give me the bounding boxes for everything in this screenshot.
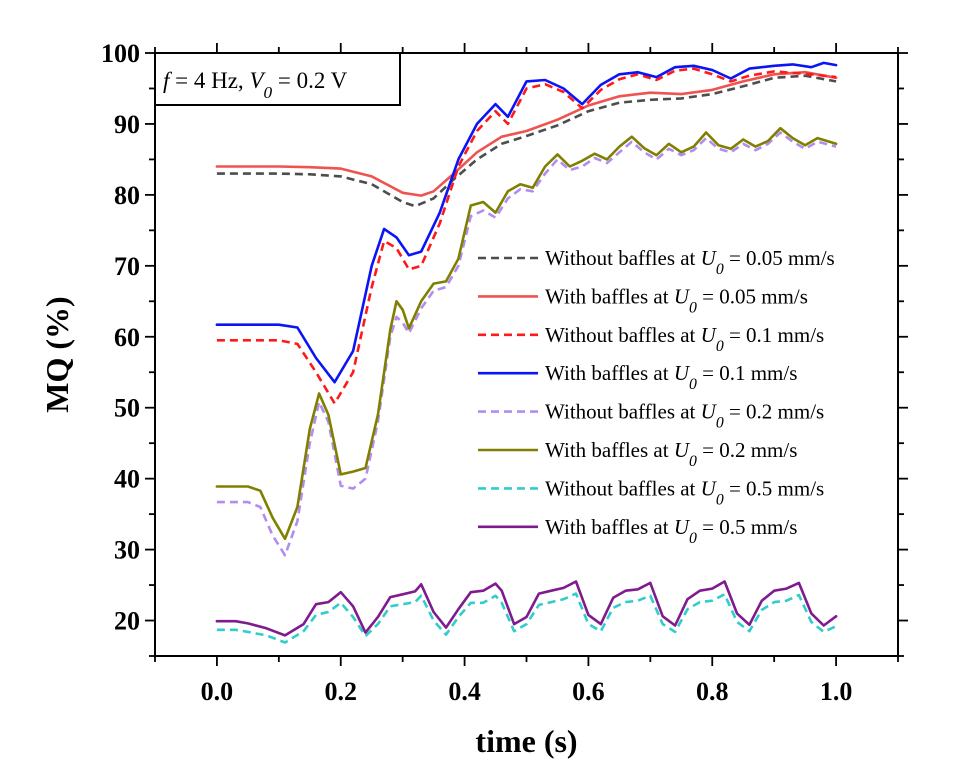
annotation-text-part: 0 — [264, 83, 273, 102]
legend-label-3-part: = 0.1 mm/s — [697, 361, 798, 385]
legend-label-7-part: With baffles at — [545, 515, 674, 539]
legend-label-7: With baffles at U0 = 0.5 mm/s — [545, 515, 797, 547]
legend-label-5-part: With baffles at — [545, 438, 674, 462]
y-tick-label: 100 — [101, 39, 140, 68]
legend-label-5-part: 0 — [689, 453, 697, 470]
legend-label-3-part: 0 — [689, 376, 697, 393]
legend-label-7-part: 0 — [689, 529, 697, 546]
legend-label-2-part: = 0.1 mm/s — [724, 323, 825, 347]
legend-label-3: With baffles at U0 = 0.1 mm/s — [545, 361, 797, 393]
series-line-7 — [215, 580, 838, 637]
legend-label-6-part: U — [701, 476, 718, 500]
legend-label-7-part: U — [674, 515, 691, 539]
series-line-4 — [216, 131, 837, 557]
legend-label-5: With baffles at U0 = 0.2 mm/s — [545, 438, 797, 470]
y-tick-label: 70 — [114, 252, 140, 281]
y-tick-label: 60 — [114, 323, 140, 352]
legend-label-0-part: Without baffles at — [545, 246, 701, 270]
series-line-6 — [216, 592, 837, 644]
series-line-3 — [215, 61, 838, 384]
legend-label-3-part: U — [674, 361, 691, 385]
legend-label-4-part: 0 — [716, 414, 724, 431]
axes: 0.0 0.2 0.4 0.6 0.8 1.0 20 30 40 50 60 70 80 90 100 tim… — [39, 39, 908, 759]
legend-label-6-part: = 0.5 mm/s — [724, 476, 825, 500]
series-group — [215, 61, 838, 644]
legend-label-1-part: With baffles at — [545, 284, 674, 308]
legend-label-3-part: With baffles at — [545, 361, 674, 385]
y-tick-label: 90 — [114, 110, 140, 139]
y-tick-label: 30 — [114, 536, 140, 565]
y-tick-label: 40 — [114, 465, 140, 494]
series-line-2 — [216, 67, 837, 405]
legend-label-5-part: U — [674, 438, 691, 462]
series-line-1 — [215, 70, 838, 197]
series-line-5 — [215, 126, 838, 541]
x-tick-label: 0.2 — [325, 677, 358, 706]
y-tick-label: 20 — [114, 607, 140, 636]
x-tick-label: 0.8 — [696, 677, 729, 706]
legend-label-0-part: 0 — [716, 261, 724, 278]
legend-label-1-part: = 0.05 mm/s — [697, 284, 808, 308]
x-axis-label: time (s) — [475, 723, 577, 759]
x-tick-label: 0.4 — [448, 677, 481, 706]
x-tick-label: 0.6 — [572, 677, 605, 706]
legend-label-4-part: Without baffles at — [545, 400, 701, 424]
x-tick-label: 1.0 — [820, 677, 853, 706]
y-axis-label: MQ (%) — [39, 296, 75, 412]
legend-label-2-part: Without baffles at — [545, 323, 701, 347]
legend-label-4-part: = 0.2 mm/s — [724, 400, 825, 424]
annotation-frame — [154, 52, 401, 106]
annotation-text-part: = 4 Hz, — [169, 68, 249, 93]
annotation-text-part: V — [249, 68, 266, 93]
annotation-text-part: = 0.2 V — [272, 68, 348, 93]
legend-label-4-part: U — [701, 400, 718, 424]
legend-label-2-part: 0 — [716, 337, 724, 354]
series-line-0 — [216, 74, 837, 208]
annotation-text-part: f — [163, 68, 173, 93]
legend-label-1-part: 0 — [689, 299, 697, 316]
x-tick-label: 0.0 — [201, 677, 234, 706]
legend-label-4: Without baffles at U0 = 0.2 mm/s — [545, 400, 824, 432]
legend-label-2: Without baffles at U0 = 0.1 mm/s — [545, 323, 824, 355]
legend-label-1-part: U — [674, 284, 691, 308]
y-tick-label: 50 — [114, 394, 140, 423]
legend-label-6-part: 0 — [716, 491, 724, 508]
legend-label-7-part: = 0.5 mm/s — [697, 515, 798, 539]
legend-label-6: Without baffles at U0 = 0.5 mm/s — [545, 476, 824, 508]
legend-label-0-part: U — [701, 246, 718, 270]
legend-label-5-part: = 0.2 mm/s — [697, 438, 798, 462]
legend-label-0-part: = 0.05 mm/s — [724, 246, 835, 270]
y-tick-label: 80 — [114, 181, 140, 210]
annotation-text: f = 4 Hz, V0 = 0.2 V — [163, 68, 348, 102]
plot-frame — [154, 52, 899, 657]
legend-label-6-part: Without baffles at — [545, 476, 701, 500]
legend-label-1: With baffles at U0 = 0.05 mm/s — [545, 284, 808, 316]
legend-label-2-part: U — [701, 323, 718, 347]
legend-label-0: Without baffles at U0 = 0.05 mm/s — [545, 246, 835, 278]
annotation-box: f = 4 Hz, V0 = 0.2 V — [154, 52, 401, 106]
